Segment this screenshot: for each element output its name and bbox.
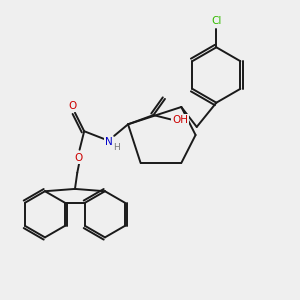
Text: O: O <box>74 153 83 163</box>
Text: OH: OH <box>172 115 188 125</box>
Text: H: H <box>113 143 120 152</box>
Text: N: N <box>104 136 112 147</box>
Text: O: O <box>68 101 77 111</box>
Text: Cl: Cl <box>211 16 221 26</box>
